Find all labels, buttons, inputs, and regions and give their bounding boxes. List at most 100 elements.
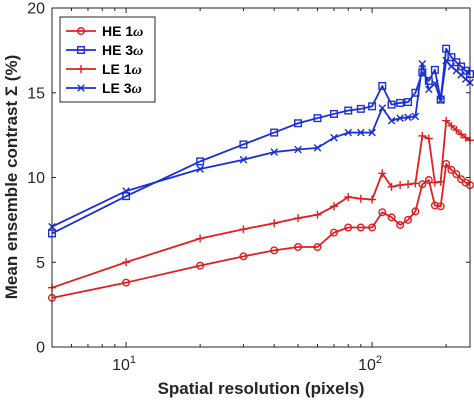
data-point-0-9 — [356, 223, 365, 232]
data-point-3-6 — [313, 144, 322, 152]
data-point-0-19 — [436, 202, 445, 211]
legend: HE 1ω HE 3ω LE 1ω LE 3ω — [59, 16, 156, 103]
data-point-3-15 — [411, 112, 420, 121]
data-point-0-2 — [196, 261, 205, 270]
data-point-2-1 — [122, 258, 131, 267]
data-point-1-2 — [196, 157, 205, 166]
y-axis-title: Mean ensemble contrast Σ (%) — [2, 55, 21, 299]
data-point-2-3 — [239, 225, 248, 234]
x-tick-label-1: 102 — [358, 354, 382, 374]
data-point-3-4 — [270, 148, 278, 156]
data-point-1-11 — [378, 81, 387, 90]
data-point-3-19 — [436, 96, 445, 105]
data-point-3-9 — [357, 128, 365, 137]
data-point-1-4 — [270, 128, 279, 137]
data-point-2-22 — [452, 126, 461, 135]
series-line-2 — [51, 119, 471, 289]
y-tick-label-3: 15 — [27, 85, 45, 102]
y-tick-label-0: 0 — [36, 340, 45, 357]
legend-label-0: HE 1ω — [102, 23, 143, 40]
data-point-2-15 — [411, 179, 420, 188]
data-point-2-19 — [436, 177, 445, 186]
data-point-1-3 — [239, 140, 248, 149]
data-point-0-5 — [294, 242, 303, 251]
data-point-2-23 — [457, 130, 466, 139]
data-point-1-14 — [404, 98, 413, 107]
chart-marks — [48, 44, 474, 302]
data-point-1-13 — [396, 98, 405, 107]
data-point-2-18 — [430, 178, 439, 187]
data-point-2-8 — [344, 192, 353, 201]
data-point-0-11 — [378, 208, 387, 217]
data-point-2-10 — [368, 195, 377, 204]
data-point-1-18 — [430, 65, 439, 74]
series-2 — [48, 116, 474, 292]
legend-marker-0 — [76, 27, 85, 36]
data-point-2-9 — [356, 194, 365, 203]
legend-label-1: HE 3ω — [102, 42, 143, 59]
data-point-3-2 — [196, 165, 204, 173]
x-axis-title: Spatial resolution (pixels) — [158, 379, 365, 398]
data-point-2-17 — [424, 134, 433, 143]
data-point-2-13 — [396, 181, 405, 190]
data-point-0-10 — [368, 223, 377, 232]
data-point-3-7 — [330, 133, 338, 142]
legend-marker-2 — [77, 65, 85, 73]
data-point-0-21 — [447, 165, 456, 174]
data-point-3-12 — [387, 116, 396, 125]
y-tick-label-1: 5 — [36, 255, 45, 272]
data-point-2-7 — [329, 202, 338, 211]
data-point-0-16 — [418, 180, 427, 189]
data-point-1-9 — [356, 104, 365, 113]
data-point-1-5 — [294, 119, 303, 128]
data-point-0-3 — [239, 252, 248, 261]
legend-label-2: LE 1ω — [102, 61, 142, 78]
data-point-2-14 — [404, 180, 413, 189]
data-point-2-11 — [378, 169, 387, 178]
data-point-3-1 — [122, 187, 130, 195]
data-point-3-5 — [294, 145, 302, 154]
data-point-3-11 — [378, 104, 387, 112]
data-point-0-17 — [424, 176, 433, 185]
data-point-1-1 — [122, 192, 131, 201]
chart-axes: 0 5 10 15 20 101 102 — [27, 1, 470, 374]
series-line-0 — [51, 163, 471, 299]
data-point-3-3 — [239, 155, 248, 164]
data-point-1-12 — [387, 100, 396, 109]
series-3 — [48, 56, 474, 231]
data-point-3-10 — [368, 128, 376, 137]
data-point-2-16 — [418, 131, 427, 140]
data-point-3-13 — [396, 114, 404, 122]
data-point-0-7 — [329, 228, 338, 237]
data-point-1-23 — [457, 62, 466, 71]
data-point-3-17 — [424, 85, 433, 94]
data-point-1-20 — [442, 44, 451, 53]
data-point-3-20 — [442, 56, 450, 65]
x-tick-label-0: 101 — [112, 354, 136, 374]
data-point-0-1 — [122, 278, 131, 287]
data-point-0-6 — [313, 242, 322, 251]
data-point-2-21 — [447, 121, 456, 130]
data-point-1-21 — [447, 53, 456, 62]
data-point-2-20 — [442, 116, 451, 125]
legend-label-3: LE 3ω — [102, 80, 142, 97]
data-point-0-18 — [430, 201, 439, 210]
data-point-3-16 — [418, 60, 427, 68]
legend-marker-3 — [77, 84, 85, 92]
data-point-2-5 — [294, 214, 303, 223]
data-point-2-12 — [387, 182, 396, 191]
data-point-1-10 — [368, 102, 377, 111]
data-point-0-13 — [396, 220, 405, 229]
legend-marker-1 — [76, 46, 85, 55]
data-point-3-14 — [404, 113, 412, 122]
data-point-1-8 — [344, 106, 353, 115]
data-point-1-6 — [313, 114, 322, 123]
data-point-0-12 — [387, 213, 396, 222]
data-point-0-4 — [270, 246, 279, 255]
data-point-3-18 — [431, 79, 439, 88]
data-point-0-15 — [411, 207, 420, 216]
data-point-2-2 — [196, 234, 205, 243]
data-point-1-7 — [329, 109, 338, 118]
data-point-2-6 — [313, 210, 322, 219]
